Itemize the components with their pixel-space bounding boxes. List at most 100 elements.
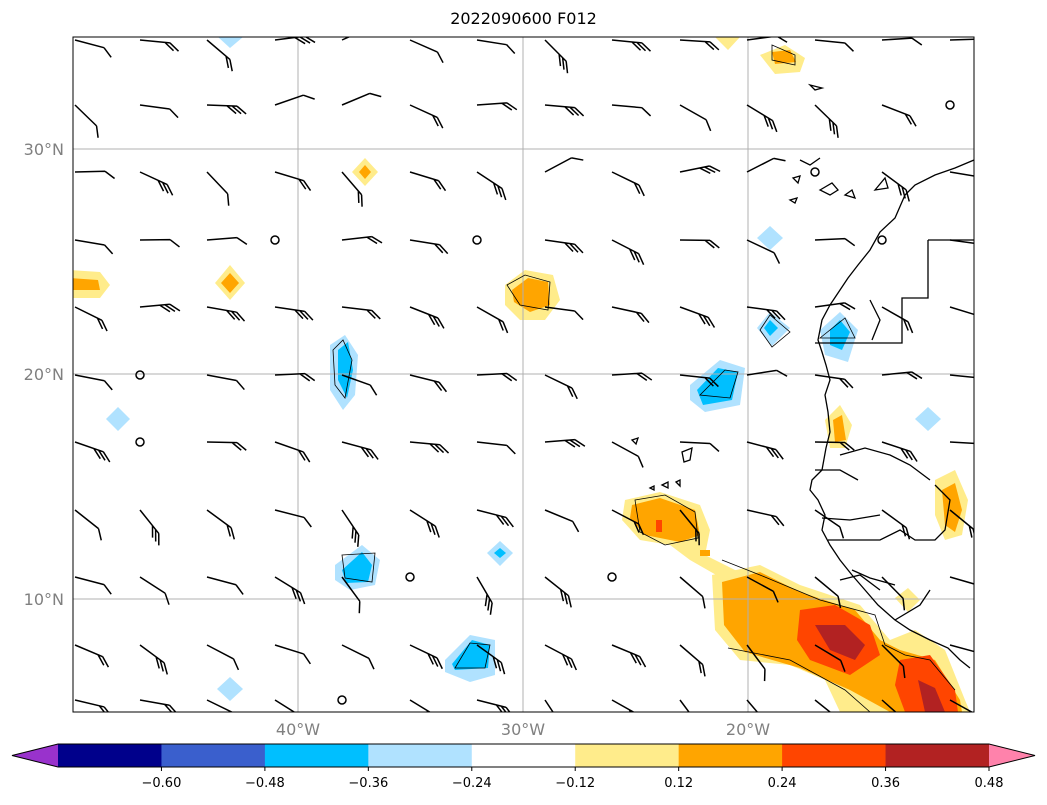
wind-barb bbox=[476, 102, 518, 111]
calm-wind-marker bbox=[472, 235, 482, 245]
wind-barb bbox=[409, 239, 449, 255]
wind-barb bbox=[476, 306, 509, 334]
wind-barb bbox=[544, 699, 554, 712]
wind-barb bbox=[206, 509, 236, 540]
wind-barb bbox=[881, 306, 914, 334]
lon-tick-labels: 40°W 30°W 20°W bbox=[276, 720, 770, 739]
wind-barb bbox=[611, 372, 653, 381]
colorbar-tick-label: −0.36 bbox=[348, 776, 388, 791]
wind-barb bbox=[544, 39, 569, 74]
wind-barb bbox=[679, 374, 719, 388]
wind-barb bbox=[746, 369, 788, 377]
wind-barb bbox=[139, 104, 179, 119]
wind-barb bbox=[814, 374, 854, 389]
wind-barb bbox=[274, 306, 314, 321]
coastline bbox=[630, 83, 974, 669]
wind-barb bbox=[949, 576, 974, 585]
wind-barb bbox=[274, 37, 316, 45]
wind-barb bbox=[611, 644, 647, 668]
wind-barb bbox=[881, 441, 918, 462]
wind-barb bbox=[679, 165, 721, 175]
lat-tick-labels: 30°N 20°N 10°N bbox=[24, 140, 64, 609]
wind-barb bbox=[341, 576, 361, 614]
wind-barb bbox=[949, 374, 974, 379]
wind-barb bbox=[814, 237, 856, 247]
graticule bbox=[73, 37, 974, 712]
wind-barb bbox=[881, 699, 897, 712]
calm-wind-marker bbox=[337, 695, 347, 705]
wind-barb bbox=[949, 699, 974, 712]
wind-barb bbox=[881, 104, 917, 127]
wind-barb bbox=[476, 441, 516, 455]
lat-tick-label: 10°N bbox=[24, 590, 64, 609]
calm-wind-marker bbox=[135, 437, 145, 447]
wind-barb bbox=[679, 306, 716, 328]
wind-barb bbox=[341, 374, 378, 396]
contour-fills bbox=[73, 37, 970, 712]
wind-barb bbox=[409, 374, 448, 393]
map-area bbox=[73, 37, 974, 712]
wind-barb bbox=[74, 509, 102, 541]
wind-barb bbox=[74, 239, 114, 255]
wind-barb bbox=[679, 699, 690, 712]
wind-barb bbox=[881, 644, 906, 679]
wind-barb bbox=[746, 239, 781, 264]
wind-barb bbox=[746, 644, 766, 682]
lon-tick-label: 20°W bbox=[726, 720, 770, 739]
wind-barb bbox=[746, 699, 759, 712]
colorbar-segment bbox=[575, 744, 680, 767]
wind-barb bbox=[409, 171, 447, 192]
wind-barb bbox=[74, 170, 116, 180]
colorbar-tick-label: 0.36 bbox=[871, 776, 900, 791]
calm-wind-marker bbox=[270, 235, 280, 245]
wind-barb bbox=[949, 441, 974, 445]
wind-barb bbox=[341, 37, 351, 41]
contour-lines bbox=[332, 44, 956, 712]
wind-barb bbox=[409, 104, 444, 129]
wind-barb bbox=[814, 644, 846, 672]
wind-barb bbox=[814, 509, 845, 539]
wind-barb bbox=[611, 441, 644, 468]
wind-barb bbox=[409, 39, 444, 64]
wind-barb bbox=[746, 306, 786, 321]
wind-barb bbox=[679, 239, 720, 249]
colorbar-tick-label: 0.24 bbox=[768, 776, 797, 791]
colorbar-extend-high bbox=[989, 744, 1035, 767]
lon-tick-label: 30°W bbox=[501, 720, 545, 739]
colorbar-tick-label: −0.12 bbox=[555, 776, 595, 791]
wind-barb bbox=[611, 699, 635, 712]
wind-barb bbox=[139, 39, 180, 52]
wind-barb bbox=[746, 441, 784, 460]
wind-barb bbox=[341, 509, 360, 547]
wind-barb bbox=[544, 509, 580, 533]
wind-barb bbox=[544, 438, 586, 448]
wind-barb bbox=[679, 509, 700, 546]
wind-barb bbox=[206, 236, 248, 245]
wind-barb bbox=[274, 372, 316, 382]
wind-barb bbox=[611, 171, 645, 197]
wind-barb bbox=[341, 235, 383, 245]
colorbar-segment bbox=[885, 744, 990, 767]
wind-barb bbox=[274, 441, 311, 463]
wind-barb bbox=[679, 39, 720, 51]
wind-barb bbox=[409, 699, 432, 712]
wind-barb bbox=[341, 644, 375, 670]
wind-barb bbox=[74, 441, 111, 463]
wind-barb bbox=[74, 644, 110, 668]
wind-barb bbox=[544, 576, 572, 608]
wind-barb bbox=[611, 306, 650, 324]
wind-barb bbox=[74, 39, 112, 58]
wind-barb bbox=[611, 239, 645, 265]
wind-barb bbox=[409, 441, 450, 454]
wind-barb bbox=[679, 644, 706, 677]
wind-barb bbox=[74, 374, 113, 391]
lat-tick-label: 20°N bbox=[24, 365, 64, 384]
wind-barb bbox=[139, 238, 180, 248]
colorbar-extend-low bbox=[12, 744, 58, 767]
colorbar-segment bbox=[58, 744, 162, 767]
wind-barb bbox=[341, 306, 381, 320]
wind-barb bbox=[679, 441, 720, 452]
wind-barb bbox=[544, 644, 578, 671]
colorbar-tick-label: −0.48 bbox=[245, 776, 285, 791]
wind-barb bbox=[544, 157, 584, 173]
